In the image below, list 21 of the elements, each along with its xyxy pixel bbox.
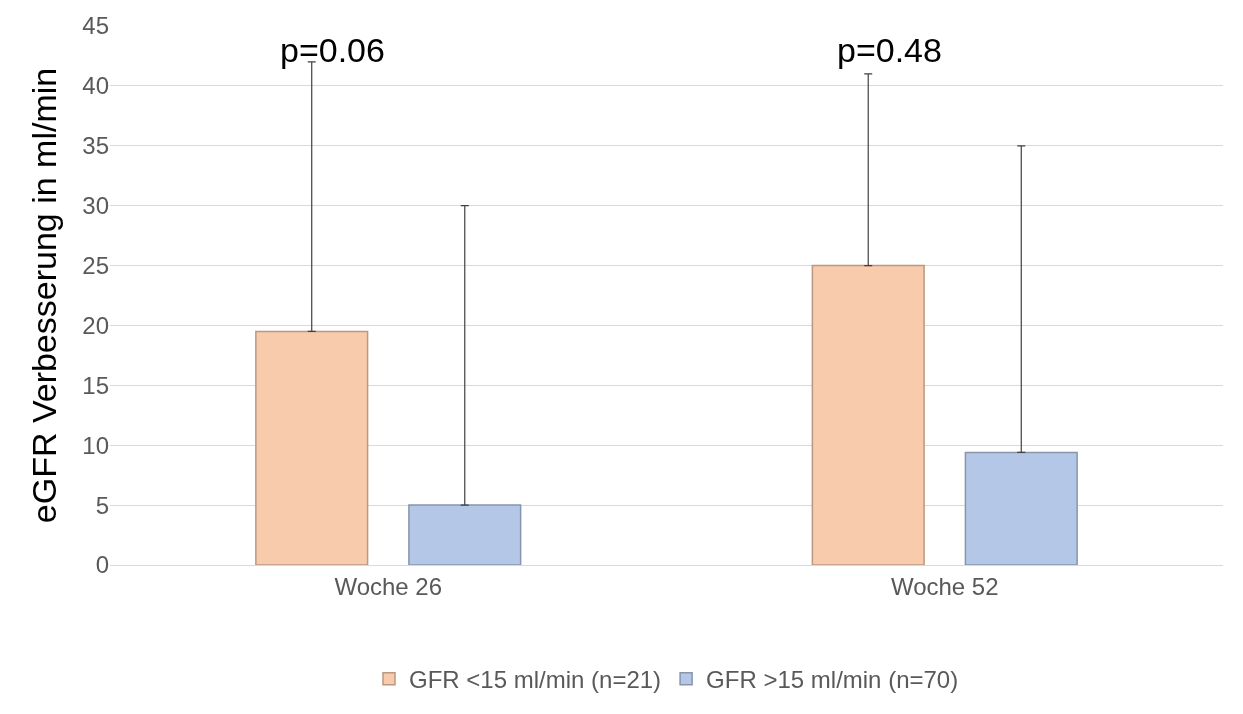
y-tick-label: 5 [95, 491, 109, 519]
bar [964, 451, 1078, 565]
y-tick-label: 25 [82, 251, 109, 279]
y-tick-label: 20 [82, 311, 109, 339]
bar [811, 264, 925, 565]
y-tick-label: 10 [82, 431, 109, 459]
x-tick-label: Woche 26 [334, 572, 443, 600]
y-tick-label: 30 [82, 192, 109, 220]
y-tick-label: 0 [95, 551, 109, 579]
y-axis-title: eGFR Verbesserung in ml/min [24, 67, 63, 524]
legend-label: GFR <15 ml/min (n=21) [409, 666, 662, 694]
bar [408, 504, 522, 565]
y-tick-label: 15 [82, 371, 109, 399]
x-tick-label: Woche 52 [890, 572, 999, 600]
y-tick-label: 45 [82, 12, 109, 40]
annotation: p=0.06 [280, 31, 385, 69]
y-tick-label: 35 [82, 132, 109, 160]
bar [255, 330, 369, 565]
legend-label: GFR >15 ml/min (n=70) [706, 666, 959, 694]
annotation: p=0.48 [837, 31, 942, 69]
y-tick-label: 40 [82, 72, 109, 100]
